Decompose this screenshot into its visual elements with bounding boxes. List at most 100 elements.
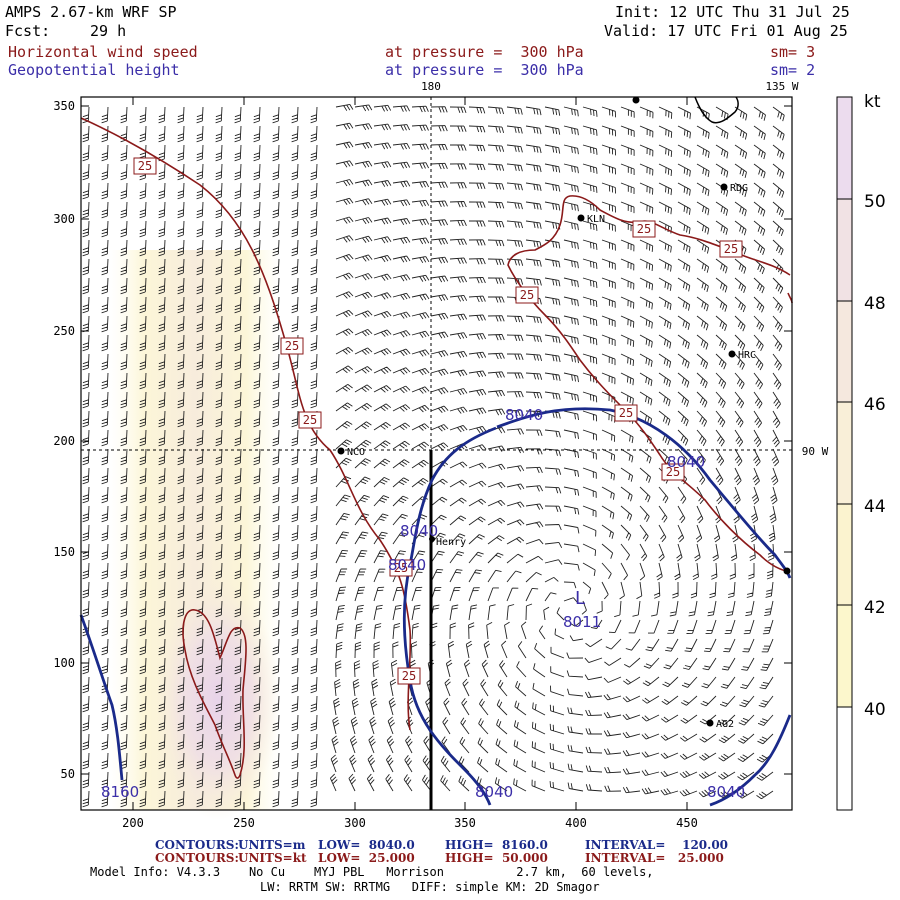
svg-text:25: 25: [619, 406, 633, 420]
model-info: Model Info: V4.3.3 No Cu MYJ PBL Morriso…: [90, 865, 654, 879]
station-kln: KLN: [577, 214, 605, 225]
low-center-value: 8011: [563, 613, 601, 631]
wind-barb-field: [82, 103, 785, 808]
colorbar-label: 44: [864, 497, 886, 517]
model-physics: LW: RRTM SW: RRTMG DIFF: simple KM: 2D S…: [260, 880, 600, 894]
y-tick-label: 350: [53, 99, 75, 113]
station-unlabeled: [783, 567, 791, 575]
speed-label: 25: [298, 411, 322, 429]
colorbar-label: 48: [864, 294, 886, 314]
footer-height-high: HIGH= 8160.0: [445, 838, 548, 852]
svg-text:25: 25: [394, 561, 408, 575]
speed-label: 25: [397, 667, 421, 685]
footer-height-units: UNITS=m: [238, 838, 306, 852]
height-labels: 8040 8040 8040 8040 8040 8040 8160 L 801…: [101, 406, 745, 801]
x-tick-label: 350: [454, 816, 476, 830]
speed-label: 25: [719, 240, 743, 258]
y-tick-label: 100: [53, 656, 75, 670]
station-nco: NCO: [337, 447, 365, 458]
y-tick-label: 250: [53, 324, 75, 338]
footer-height-interval: INTERVAL= 120.00: [585, 838, 729, 852]
field-wind-smoothing: sm= 3: [770, 43, 816, 61]
svg-text:25: 25: [724, 242, 738, 256]
speed-label: 25: [389, 559, 413, 577]
height-label: 8040: [400, 522, 438, 540]
height-label: 8040: [505, 406, 543, 424]
svg-text:HRC: HRC: [738, 350, 756, 361]
y-tick-label: 150: [53, 545, 75, 559]
colorbar-label: 46: [864, 395, 886, 415]
speed-label: 25: [280, 337, 304, 355]
svg-text:25: 25: [666, 465, 680, 479]
station-henry: Henry: [429, 536, 466, 548]
speed-labels: 25 25 25 25 25 25 25 25 25 25: [133, 157, 743, 685]
wind-barbs: [82, 103, 785, 808]
svg-text:RDG: RDG: [730, 183, 748, 194]
height-contours: [79, 407, 792, 807]
speed-label: 25: [133, 157, 157, 175]
footer-speed-high: HIGH= 50.000: [445, 851, 548, 865]
meridian-label-90w: 90 W: [802, 445, 829, 458]
height-label: 8040: [667, 453, 705, 471]
svg-text:NCO: NCO: [347, 447, 365, 458]
y-tick-label: 200: [53, 434, 75, 448]
field-wind-level: at pressure = 300 hPa: [385, 43, 584, 61]
svg-text:25: 25: [637, 222, 651, 236]
x-tick-label: 450: [676, 816, 698, 830]
colorbar-unit: kt: [864, 92, 881, 112]
meridian-label-180: 180: [421, 80, 441, 93]
stations: RDG KLN HRC NCO Henry AG2: [337, 96, 791, 730]
colorbar-label: 40: [864, 700, 886, 720]
speed-label: 25: [614, 404, 638, 422]
height-label: 8040: [388, 556, 426, 574]
field-geopotential-smoothing: sm= 2: [770, 61, 816, 79]
field-geopotential: Geopotential height: [8, 61, 180, 79]
footer-contours-height-label: CONTOURS:: [155, 838, 239, 852]
field-wind-speed: Horizontal wind speed: [8, 43, 198, 61]
height-label: 8040: [475, 783, 513, 801]
colorbar-label: 50: [864, 192, 886, 212]
speed-label: 25: [661, 463, 685, 481]
meridian-label-135w: 135 W: [765, 80, 798, 93]
footer-speed-low: LOW= 25.000: [318, 851, 415, 865]
wind-speed-shading: [110, 250, 280, 820]
height-label: 8160: [101, 783, 139, 801]
valid-time: Valid: 17 UTC Fri 01 Aug 25: [604, 22, 848, 40]
svg-text:AG2: AG2: [716, 719, 734, 730]
x-tick-label: 200: [122, 816, 144, 830]
model-title: AMPS 2.67-km WRF SP: [5, 3, 177, 21]
colorbar: kt 50 48 46 44 42 40: [836, 92, 886, 811]
y-tick-label: 50: [61, 767, 75, 781]
svg-text:KLN: KLN: [587, 214, 605, 225]
svg-text:Henry: Henry: [436, 537, 466, 548]
speed-label: 25: [632, 220, 656, 238]
svg-text:25: 25: [402, 669, 416, 683]
station-unlabeled: [632, 96, 640, 104]
footer-speed-interval: INTERVAL= 25.000: [585, 851, 724, 865]
x-tick-label: 250: [233, 816, 255, 830]
svg-text:25: 25: [138, 159, 152, 173]
svg-text:25: 25: [303, 413, 317, 427]
x-tick-label: 300: [344, 816, 366, 830]
plot-frame: [80, 96, 793, 811]
forecast-label: Fcst:: [5, 22, 51, 40]
x-tick-label: 400: [565, 816, 587, 830]
station-ag2: AG2: [706, 719, 734, 730]
footer-speed-units: UNITS=kt: [238, 851, 307, 865]
svg-text:25: 25: [520, 288, 534, 302]
forecast-hour: 29 h: [90, 22, 127, 40]
coastline: [694, 96, 739, 124]
axis-labels: 200 250 300 350 400 450 350 300 250 200 …: [53, 80, 828, 830]
height-label: 8040: [707, 783, 745, 801]
speed-label: 25: [515, 286, 539, 304]
axis-ticks: [81, 97, 792, 810]
tick-marks: [81, 97, 792, 810]
y-tick-label: 300: [53, 212, 75, 226]
colorbar-label: 42: [864, 598, 886, 618]
station-rdg: RDG: [720, 183, 748, 194]
init-time: Init: 12 UTC Thu 31 Jul 25: [615, 3, 850, 21]
footer-height-low: LOW= 8040.0: [318, 838, 415, 852]
field-geopotential-level: at pressure = 300 hPa: [385, 61, 584, 79]
station-hrc: HRC: [728, 350, 756, 361]
